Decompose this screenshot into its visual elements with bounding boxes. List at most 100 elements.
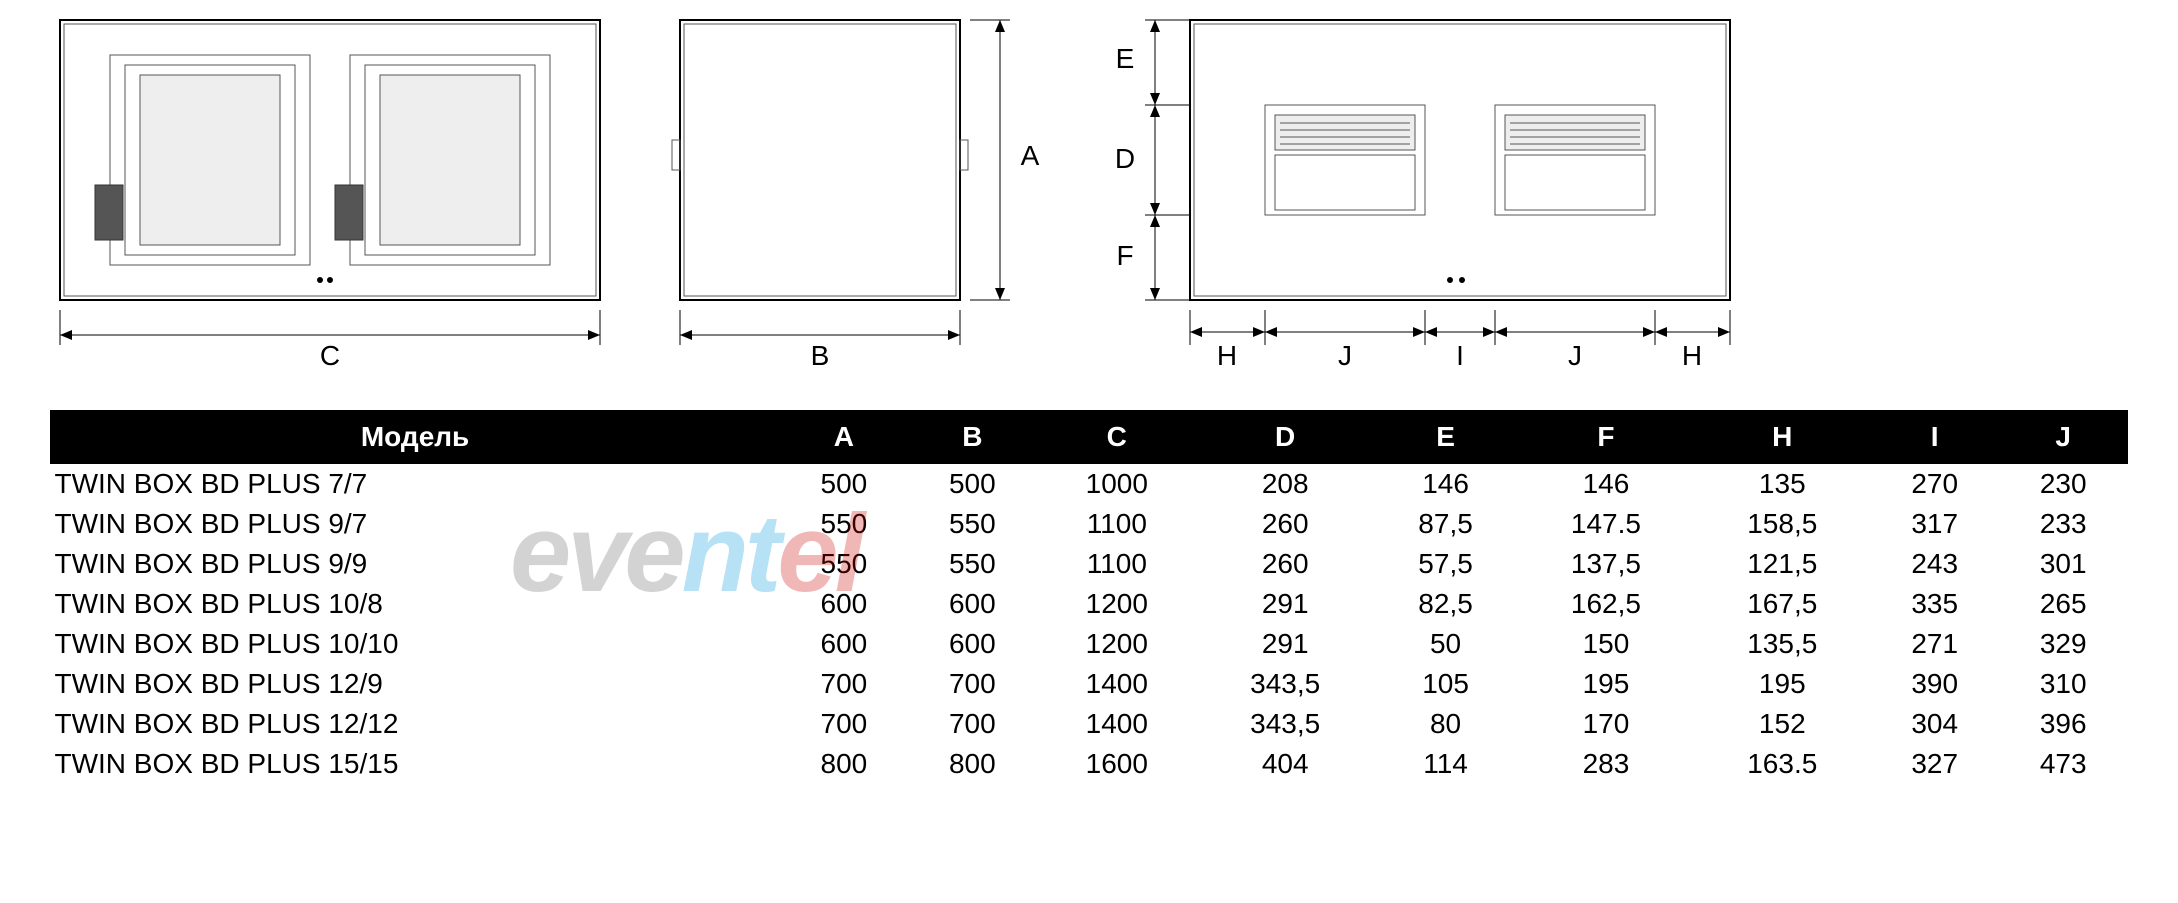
table-cell: 170 xyxy=(1518,704,1694,744)
dim-label-j1: J xyxy=(1338,340,1352,371)
table-cell: 310 xyxy=(1999,664,2128,704)
table-row: TWIN BOX BD PLUS 9/7550550110026087,5147… xyxy=(51,504,2128,544)
table-cell: 1400 xyxy=(1037,704,1197,744)
table-cell: TWIN BOX BD PLUS 15/15 xyxy=(51,744,780,784)
table-cell: 260 xyxy=(1197,544,1373,584)
table-cell: 260 xyxy=(1197,504,1373,544)
table-cell: 265 xyxy=(1999,584,2128,624)
dim-label-f: F xyxy=(1116,240,1133,271)
table-cell: 147.5 xyxy=(1518,504,1694,544)
table-cell: 600 xyxy=(908,624,1036,664)
dimensions-table: Модель A B C D E F H I J TWIN BOX BD PLU… xyxy=(50,410,2128,784)
table-cell: 550 xyxy=(780,504,908,544)
table-cell: 500 xyxy=(908,464,1036,505)
table-cell: 700 xyxy=(780,664,908,704)
table-cell: 150 xyxy=(1518,624,1694,664)
table-cell: 301 xyxy=(1999,544,2128,584)
table-cell: 317 xyxy=(1870,504,1998,544)
table-cell: 158,5 xyxy=(1694,504,1870,544)
table-cell: 700 xyxy=(908,664,1036,704)
table-cell: 271 xyxy=(1870,624,1998,664)
table-cell: TWIN BOX BD PLUS 9/7 xyxy=(51,504,780,544)
table-cell: 195 xyxy=(1518,664,1694,704)
top-view-diagram: E D F xyxy=(1100,10,1780,380)
table-cell: 500 xyxy=(780,464,908,505)
table-cell: 1000 xyxy=(1037,464,1197,505)
table-cell: 57,5 xyxy=(1373,544,1517,584)
table-cell: TWIN BOX BD PLUS 10/8 xyxy=(51,584,780,624)
table-cell: 800 xyxy=(780,744,908,784)
table-cell: 335 xyxy=(1870,584,1998,624)
dim-label-b: B xyxy=(811,340,830,371)
table-cell: 146 xyxy=(1518,464,1694,505)
table-cell: 82,5 xyxy=(1373,584,1517,624)
table-cell: TWIN BOX BD PLUS 12/12 xyxy=(51,704,780,744)
col-header: D xyxy=(1197,411,1373,464)
table-cell: 270 xyxy=(1870,464,1998,505)
table-cell: TWIN BOX BD PLUS 12/9 xyxy=(51,664,780,704)
table-cell: 473 xyxy=(1999,744,2128,784)
table-cell: 243 xyxy=(1870,544,1998,584)
dim-label-h2: H xyxy=(1682,340,1702,371)
table-cell: 329 xyxy=(1999,624,2128,664)
table-cell: 304 xyxy=(1870,704,1998,744)
table-cell: 291 xyxy=(1197,624,1373,664)
dim-label-c: C xyxy=(320,340,340,371)
table-cell: TWIN BOX BD PLUS 7/7 xyxy=(51,464,780,505)
table-cell: 404 xyxy=(1197,744,1373,784)
table-cell: 1600 xyxy=(1037,744,1197,784)
dim-label-d: D xyxy=(1115,143,1135,174)
technical-diagrams: C A xyxy=(50,10,2128,380)
table-cell: 233 xyxy=(1999,504,2128,544)
table-cell: 343,5 xyxy=(1197,704,1373,744)
table-cell: 50 xyxy=(1373,624,1517,664)
table-cell: 163.5 xyxy=(1694,744,1870,784)
table-cell: TWIN BOX BD PLUS 10/10 xyxy=(51,624,780,664)
table-cell: 283 xyxy=(1518,744,1694,784)
col-header: B xyxy=(908,411,1036,464)
dim-label-i: I xyxy=(1456,340,1464,371)
table-cell: 291 xyxy=(1197,584,1373,624)
table-cell: 327 xyxy=(1870,744,1998,784)
table-cell: 600 xyxy=(780,624,908,664)
dim-label-j2: J xyxy=(1568,340,1582,371)
table-cell: 1200 xyxy=(1037,624,1197,664)
col-header: A xyxy=(780,411,908,464)
table-row: TWIN BOX BD PLUS 12/97007001400343,51051… xyxy=(51,664,2128,704)
table-cell: 1100 xyxy=(1037,544,1197,584)
table-cell: 114 xyxy=(1373,744,1517,784)
col-header: H xyxy=(1694,411,1870,464)
table-cell: 208 xyxy=(1197,464,1373,505)
table-cell: TWIN BOX BD PLUS 9/9 xyxy=(51,544,780,584)
table-cell: 80 xyxy=(1373,704,1517,744)
table-cell: 600 xyxy=(780,584,908,624)
table-cell: 1400 xyxy=(1037,664,1197,704)
table-cell: 195 xyxy=(1694,664,1870,704)
table-cell: 135,5 xyxy=(1694,624,1870,664)
table-cell: 700 xyxy=(780,704,908,744)
table-cell: 1100 xyxy=(1037,504,1197,544)
col-header: E xyxy=(1373,411,1517,464)
dim-label-h1: H xyxy=(1217,340,1237,371)
table-row: TWIN BOX BD PLUS 7/750050010002081461461… xyxy=(51,464,2128,505)
table-cell: 550 xyxy=(908,504,1036,544)
table-cell: 162,5 xyxy=(1518,584,1694,624)
table-cell: 396 xyxy=(1999,704,2128,744)
table-cell: 146 xyxy=(1373,464,1517,505)
table-cell: 87,5 xyxy=(1373,504,1517,544)
table-row: TWIN BOX BD PLUS 10/10600600120029150150… xyxy=(51,624,2128,664)
table-cell: 550 xyxy=(780,544,908,584)
table-cell: 135 xyxy=(1694,464,1870,505)
table-cell: 390 xyxy=(1870,664,1998,704)
table-cell: 700 xyxy=(908,704,1036,744)
table-cell: 167,5 xyxy=(1694,584,1870,624)
table-cell: 600 xyxy=(908,584,1036,624)
table-cell: 800 xyxy=(908,744,1036,784)
table-row: TWIN BOX BD PLUS 12/127007001400343,5801… xyxy=(51,704,2128,744)
table-header-row: Модель A B C D E F H I J xyxy=(51,411,2128,464)
side-view-diagram: A B xyxy=(670,10,1050,380)
table-row: TWIN BOX BD PLUS 9/9550550110026057,5137… xyxy=(51,544,2128,584)
front-view-diagram: C xyxy=(50,10,620,380)
dim-label-a: A xyxy=(1021,140,1040,171)
table-cell: 121,5 xyxy=(1694,544,1870,584)
